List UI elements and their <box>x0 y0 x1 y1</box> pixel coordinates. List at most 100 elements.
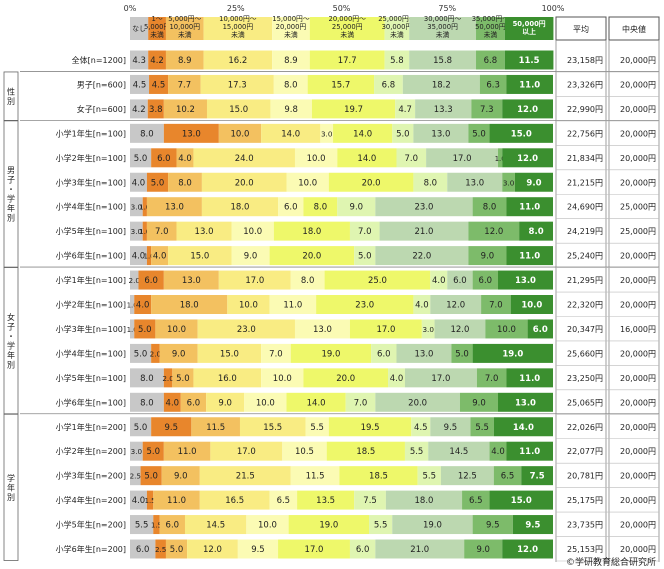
bar-segment <box>506 368 553 388</box>
data-label: 1.5 <box>151 522 162 530</box>
data-label: 5.0 <box>134 154 148 164</box>
data-label: 4.0 <box>136 301 150 311</box>
data-label: 10.2 <box>176 105 195 115</box>
bar-segment <box>392 123 414 143</box>
bar-segment <box>159 515 185 535</box>
data-label: 8.0 <box>284 80 298 90</box>
mean-value: 22,077円 <box>567 447 603 456</box>
data-label: 9.0 <box>244 252 258 262</box>
data-label: 11.0 <box>519 447 540 457</box>
mean-value: 25,065円 <box>567 398 603 407</box>
group-label-char: 子 <box>7 322 15 331</box>
bar-segment <box>472 343 553 363</box>
data-label: 5.0 <box>138 325 152 335</box>
data-label: 19.0 <box>319 521 338 531</box>
group-label-char: 男 <box>7 166 15 175</box>
bar-segment <box>193 368 262 388</box>
bar-segment <box>504 50 554 70</box>
median-value: 20,000円 <box>620 472 656 481</box>
data-label: 3.0 <box>131 203 143 212</box>
row-label: 小学2年生[n=100] <box>56 300 126 310</box>
legend-label: 15,000円 <box>223 23 254 31</box>
bar-segment <box>413 295 431 314</box>
bar-segment <box>337 197 376 217</box>
bar-segment <box>187 539 238 559</box>
legend-label: 50,000円 <box>513 20 546 28</box>
data-label: 11.0 <box>283 301 302 311</box>
bar-segment <box>493 466 522 486</box>
bar-segment <box>163 99 207 119</box>
data-label: 24.0 <box>235 154 254 164</box>
data-label: 15.0 <box>511 496 532 506</box>
bar-segment <box>231 221 274 241</box>
bar-segment <box>168 172 202 192</box>
bar-segment <box>339 466 418 486</box>
data-label: 11.0 <box>519 80 540 90</box>
data-label: 18.2 <box>432 80 451 90</box>
bar-segment <box>151 343 160 363</box>
bar-segment <box>411 417 431 437</box>
bar-segment <box>246 515 289 535</box>
group-label-char: 年 <box>7 482 15 492</box>
data-label: 1.0 <box>144 253 155 261</box>
median-value: 20,000円 <box>620 154 656 163</box>
bar-segment <box>269 490 298 510</box>
data-label: 12.0 <box>446 301 465 311</box>
legend-label: 35,000円～ <box>472 15 510 23</box>
bar-segment <box>163 270 219 290</box>
median-value: 16,000円 <box>620 325 656 334</box>
data-label: 10.5 <box>295 447 314 457</box>
mean-value: 25,660円 <box>567 349 603 358</box>
data-label: 13.0 <box>182 276 201 286</box>
mean-value: 22,320円 <box>567 301 603 310</box>
bar-segment <box>130 74 150 94</box>
data-label: 8.0 <box>140 374 154 384</box>
legend-label: 20,000円～ <box>329 15 367 23</box>
data-label: 13.0 <box>182 129 201 139</box>
data-label: 1.0 <box>139 228 150 236</box>
legend-label: 30,000円 <box>382 23 413 31</box>
data-label: 2.0 <box>129 276 141 285</box>
bar-segment <box>413 172 448 192</box>
data-label: 7.5 <box>530 472 545 482</box>
row-label: 全体[n=1200] <box>72 55 126 65</box>
data-label: 4.0 <box>415 301 429 311</box>
legend-label: 未満 <box>178 30 192 39</box>
data-label: 3.0 <box>131 447 143 456</box>
group-bracket <box>3 267 19 415</box>
bar-segment <box>428 441 490 461</box>
bar-segment <box>447 172 503 192</box>
bar-segment <box>130 490 147 510</box>
group-label-char: 子 <box>7 176 15 185</box>
legend-swatch <box>309 17 385 40</box>
data-label: 19.0 <box>423 521 442 531</box>
mean-value: 23,735円 <box>567 521 603 530</box>
data-label: 13.0 <box>515 276 536 286</box>
data-label: 14.5 <box>449 447 468 457</box>
bar-segment <box>470 417 494 437</box>
bar-segment <box>294 319 350 339</box>
data-label: 17.0 <box>245 276 264 286</box>
bar-segment <box>374 74 403 94</box>
bar-segment <box>471 99 503 119</box>
data-label: 6.0 <box>377 349 391 359</box>
data-label: 11.5 <box>306 472 325 482</box>
data-label: 3.8 <box>149 105 163 115</box>
legend-swatch <box>148 17 166 40</box>
data-label: 5.5 <box>410 447 424 457</box>
group-label-char: 学 <box>7 473 15 483</box>
median-value: 25,000円 <box>620 227 656 236</box>
data-label: 9.8 <box>284 105 298 115</box>
data-label: 9.0 <box>472 398 486 408</box>
legend-label: 未満 <box>284 30 298 39</box>
row-label: 小学3年生[n=200] <box>56 471 126 481</box>
bar-segment <box>481 295 511 314</box>
data-label: 13.0 <box>415 349 434 359</box>
bar-segment <box>201 197 279 217</box>
data-label: 4.0 <box>132 252 146 262</box>
data-label: 8.9 <box>178 56 192 66</box>
data-label: 18.0 <box>415 496 434 506</box>
bar-segment <box>134 295 152 314</box>
row-label: 小学6年生[n=100] <box>56 397 126 407</box>
bar-segment <box>305 417 329 437</box>
